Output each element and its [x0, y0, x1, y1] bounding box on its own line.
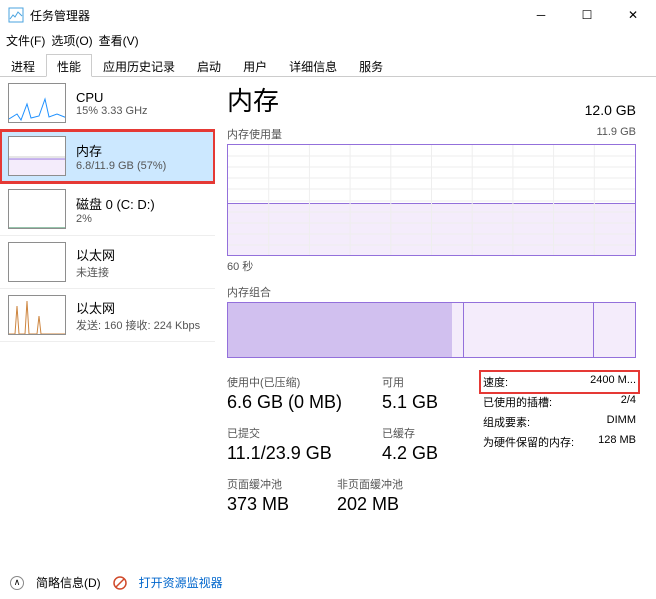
monitor-icon — [113, 576, 127, 590]
speed-value: 2400 M... — [590, 374, 636, 390]
sidebar-title: 磁盘 0 (C: D:) — [76, 194, 155, 213]
sidebar-item-1[interactable]: 内存6.8/11.9 GB (57%) — [0, 130, 215, 183]
sidebar-title: 内存 — [76, 141, 166, 160]
sidebar-sub: 15% 3.33 GHz — [76, 105, 148, 117]
usage-max: 11.9 GB — [596, 126, 636, 142]
paged-value: 373 MB — [227, 494, 337, 515]
less-details-link[interactable]: 简略信息(D) — [36, 574, 101, 591]
app-icon — [8, 7, 24, 23]
tab-启动[interactable]: 启动 — [186, 54, 232, 77]
form-label: 组成要素: — [483, 414, 530, 430]
maximize-button[interactable]: ☐ — [564, 0, 610, 30]
composition-chart — [227, 302, 636, 358]
sidebar-sub: 发送: 160 接收: 224 Kbps — [76, 317, 200, 333]
stats-left: 使用中(已压缩)6.6 GB (0 MB) 可用5.1 GB 已提交11.1/2… — [227, 374, 477, 527]
commit-value: 11.1/23.9 GB — [227, 443, 382, 464]
cached-label: 已缓存 — [382, 425, 472, 441]
avail-value: 5.1 GB — [382, 392, 507, 413]
sidebar: CPU15% 3.33 GHz内存6.8/11.9 GB (57%)磁盘 0 (… — [0, 77, 215, 557]
tab-性能[interactable]: 性能 — [46, 54, 92, 77]
thumb-icon — [8, 295, 66, 335]
reserved-label: 为硬件保留的内存: — [483, 434, 574, 450]
menu-view[interactable]: 查看(V) — [99, 32, 139, 49]
usage-label: 内存使用量 — [227, 126, 282, 142]
cached-value: 4.2 GB — [382, 443, 472, 464]
nonpaged-value: 202 MB — [337, 494, 447, 515]
tab-进程[interactable]: 进程 — [0, 54, 46, 77]
comp-label: 内存组合 — [227, 284, 636, 300]
reserved-value: 128 MB — [598, 434, 636, 450]
thumb-icon — [8, 242, 66, 282]
sidebar-sub: 2% — [76, 213, 155, 225]
menu-options[interactable]: 选项(O) — [51, 32, 92, 49]
menu-file[interactable]: 文件(F) — [6, 32, 45, 49]
capacity: 12.0 GB — [585, 102, 636, 118]
sidebar-item-4[interactable]: 以太网发送: 160 接收: 224 Kbps — [0, 289, 215, 342]
thumb-icon — [8, 83, 66, 123]
collapse-icon[interactable]: ∧ — [10, 576, 24, 590]
minimize-button[interactable]: ─ — [518, 0, 564, 30]
form-value: DIMM — [607, 414, 636, 430]
sidebar-title: 以太网 — [76, 298, 200, 317]
nonpaged-label: 非页面缓冲池 — [337, 476, 447, 492]
sidebar-title: 以太网 — [76, 245, 115, 264]
slots-value: 2/4 — [621, 394, 636, 410]
tab-详细信息[interactable]: 详细信息 — [278, 54, 348, 77]
close-button[interactable]: ✕ — [610, 0, 656, 30]
tab-应用历史记录[interactable]: 应用历史记录 — [92, 54, 186, 77]
thumb-icon — [8, 136, 66, 176]
sidebar-sub: 6.8/11.9 GB (57%) — [76, 160, 166, 172]
usage-chart — [227, 144, 636, 256]
tab-用户[interactable]: 用户 — [232, 54, 278, 77]
titlebar: 任务管理器 ─ ☐ ✕ — [0, 0, 656, 30]
sidebar-sub: 未连接 — [76, 264, 115, 280]
sidebar-item-2[interactable]: 磁盘 0 (C: D:)2% — [0, 183, 215, 236]
commit-label: 已提交 — [227, 425, 382, 441]
sidebar-item-3[interactable]: 以太网未连接 — [0, 236, 215, 289]
tabs: 进程性能应用历史记录启动用户详细信息服务 — [0, 53, 656, 77]
thumb-icon — [8, 189, 66, 229]
menubar: 文件(F) 选项(O) 查看(V) — [0, 30, 656, 50]
resource-monitor-link[interactable]: 打开资源监视器 — [139, 574, 223, 591]
sidebar-title: CPU — [76, 90, 148, 105]
page-title: 内存 — [227, 81, 279, 118]
main-panel: 内存 12.0 GB 内存使用量 11.9 GB 60 秒 内存组合 使用中(已压… — [215, 77, 656, 557]
sidebar-item-0[interactable]: CPU15% 3.33 GHz — [0, 77, 215, 130]
paged-label: 页面缓冲池 — [227, 476, 337, 492]
window-title: 任务管理器 — [30, 7, 518, 24]
tab-服务[interactable]: 服务 — [348, 54, 394, 77]
avail-label: 可用 — [382, 374, 507, 390]
axis-label: 60 秒 — [227, 258, 636, 274]
footer: ∧ 简略信息(D) 打开资源监视器 — [10, 574, 223, 591]
